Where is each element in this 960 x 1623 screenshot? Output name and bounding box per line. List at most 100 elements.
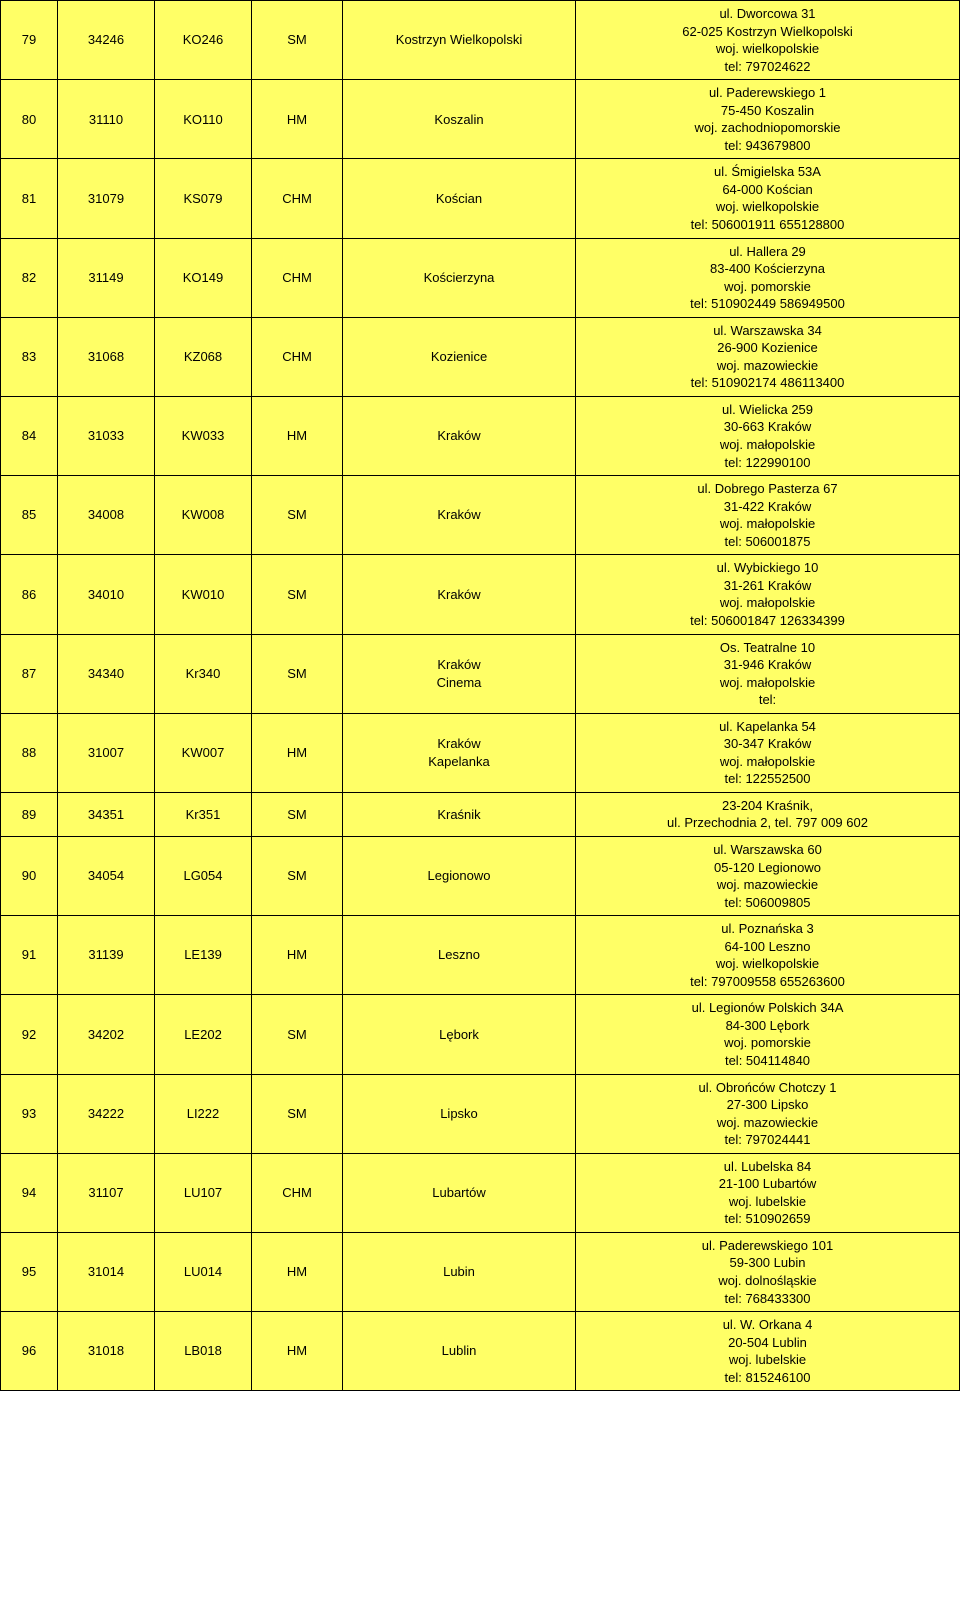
row-id: 34222 — [58, 1074, 155, 1153]
table-row: 9131139LE139HMLesznoul. Poznańska 364-10… — [1, 916, 960, 995]
row-city: Kostrzyn Wielkopolski — [343, 1, 576, 80]
row-id: 34246 — [58, 1, 155, 80]
row-address: ul. Lubelska 8421-100 Lubartówwoj. lubel… — [576, 1153, 960, 1232]
row-address: ul. Wybickiego 1031-261 Krakówwoj. małop… — [576, 555, 960, 634]
table-row: 9034054LG054SMLegionowoul. Warszawska 60… — [1, 836, 960, 915]
row-code: LU014 — [155, 1232, 252, 1311]
row-code: KW007 — [155, 713, 252, 792]
row-type: HM — [252, 80, 343, 159]
row-type: HM — [252, 713, 343, 792]
table-row: 8634010KW010SMKrakówul. Wybickiego 1031-… — [1, 555, 960, 634]
row-city: Legionowo — [343, 836, 576, 915]
row-city: Lipsko — [343, 1074, 576, 1153]
row-address: ul. Paderewskiego 10159-300 Lubinwoj. do… — [576, 1232, 960, 1311]
table-row: 9631018LB018HMLublinul. W. Orkana 420-50… — [1, 1312, 960, 1391]
data-table: 7934246KO246SMKostrzyn Wielkopolskiul. D… — [0, 0, 960, 1391]
table-row: 9234202LE202SMLęborkul. Legionów Polskic… — [1, 995, 960, 1074]
row-number: 90 — [1, 836, 58, 915]
row-code: KO149 — [155, 238, 252, 317]
row-number: 84 — [1, 396, 58, 475]
row-number: 89 — [1, 792, 58, 836]
row-id: 34008 — [58, 476, 155, 555]
row-address: ul. Paderewskiego 175-450 Koszalinwoj. z… — [576, 80, 960, 159]
row-code: LE139 — [155, 916, 252, 995]
row-number: 85 — [1, 476, 58, 555]
row-number: 86 — [1, 555, 58, 634]
row-id: 34351 — [58, 792, 155, 836]
row-type: HM — [252, 916, 343, 995]
row-address: ul. Dobrego Pasterza 6731-422 Krakówwoj.… — [576, 476, 960, 555]
row-address: ul. Poznańska 364-100 Lesznowoj. wielkop… — [576, 916, 960, 995]
table-row: 8231149KO149CHMKościerzynaul. Hallera 29… — [1, 238, 960, 317]
row-id: 31018 — [58, 1312, 155, 1391]
row-number: 95 — [1, 1232, 58, 1311]
row-code: LU107 — [155, 1153, 252, 1232]
row-city: KrakówCinema — [343, 634, 576, 713]
row-id: 31079 — [58, 159, 155, 238]
row-number: 81 — [1, 159, 58, 238]
row-city: Kraków — [343, 476, 576, 555]
table-row: 9531014LU014HMLubinul. Paderewskiego 101… — [1, 1232, 960, 1311]
row-type: SM — [252, 1, 343, 80]
row-id: 34054 — [58, 836, 155, 915]
row-code: KW008 — [155, 476, 252, 555]
row-code: Kr340 — [155, 634, 252, 713]
row-code: KS079 — [155, 159, 252, 238]
row-address: ul. Warszawska 3426-900 Kozienicewoj. ma… — [576, 317, 960, 396]
row-address: ul. Wielicka 25930-663 Krakówwoj. małopo… — [576, 396, 960, 475]
row-type: HM — [252, 1312, 343, 1391]
row-type: SM — [252, 836, 343, 915]
row-number: 96 — [1, 1312, 58, 1391]
row-type: CHM — [252, 238, 343, 317]
row-number: 80 — [1, 80, 58, 159]
row-type: SM — [252, 1074, 343, 1153]
row-code: KW010 — [155, 555, 252, 634]
row-type: HM — [252, 1232, 343, 1311]
row-type: SM — [252, 476, 343, 555]
table-row: 8734340Kr340SMKrakówCinemaOs. Teatralne … — [1, 634, 960, 713]
row-number: 79 — [1, 1, 58, 80]
row-address: ul. Warszawska 6005-120 Legionowowoj. ma… — [576, 836, 960, 915]
row-number: 83 — [1, 317, 58, 396]
row-city: Lubartów — [343, 1153, 576, 1232]
row-type: SM — [252, 634, 343, 713]
row-address: ul. Hallera 2983-400 Kościerzynawoj. pom… — [576, 238, 960, 317]
row-code: KZ068 — [155, 317, 252, 396]
row-number: 82 — [1, 238, 58, 317]
row-city: Kraśnik — [343, 792, 576, 836]
row-type: CHM — [252, 1153, 343, 1232]
row-number: 91 — [1, 916, 58, 995]
table-row: 8031110KO110HMKoszalinul. Paderewskiego … — [1, 80, 960, 159]
row-city: Lublin — [343, 1312, 576, 1391]
row-type: SM — [252, 995, 343, 1074]
row-city: Kościerzyna — [343, 238, 576, 317]
row-city: Leszno — [343, 916, 576, 995]
row-code: LE202 — [155, 995, 252, 1074]
row-number: 94 — [1, 1153, 58, 1232]
table-row: 8831007KW007HMKrakówKapelankaul. Kapelan… — [1, 713, 960, 792]
table-row: 9431107LU107CHMLubartówul. Lubelska 8421… — [1, 1153, 960, 1232]
row-code: LI222 — [155, 1074, 252, 1153]
row-number: 87 — [1, 634, 58, 713]
row-city: Kozienice — [343, 317, 576, 396]
row-code: Kr351 — [155, 792, 252, 836]
row-address: ul. Legionów Polskich 34A84-300 Lęborkwo… — [576, 995, 960, 1074]
row-address: ul. Kapelanka 5430-347 Krakówwoj. małopo… — [576, 713, 960, 792]
row-number: 88 — [1, 713, 58, 792]
row-address: ul. Dworcowa 3162-025 Kostrzyn Wielkopol… — [576, 1, 960, 80]
row-city: Lębork — [343, 995, 576, 1074]
row-number: 92 — [1, 995, 58, 1074]
table-row: 8534008KW008SMKrakówul. Dobrego Pasterza… — [1, 476, 960, 555]
row-city: Kraków — [343, 555, 576, 634]
row-id: 31068 — [58, 317, 155, 396]
row-city: Koszalin — [343, 80, 576, 159]
row-number: 93 — [1, 1074, 58, 1153]
table-row: 9334222LI222SMLipskoul. Obrońców Chotczy… — [1, 1074, 960, 1153]
row-id: 34010 — [58, 555, 155, 634]
row-id: 31149 — [58, 238, 155, 317]
row-id: 31033 — [58, 396, 155, 475]
row-id: 31014 — [58, 1232, 155, 1311]
row-city: Kościan — [343, 159, 576, 238]
row-type: SM — [252, 792, 343, 836]
row-code: KW033 — [155, 396, 252, 475]
